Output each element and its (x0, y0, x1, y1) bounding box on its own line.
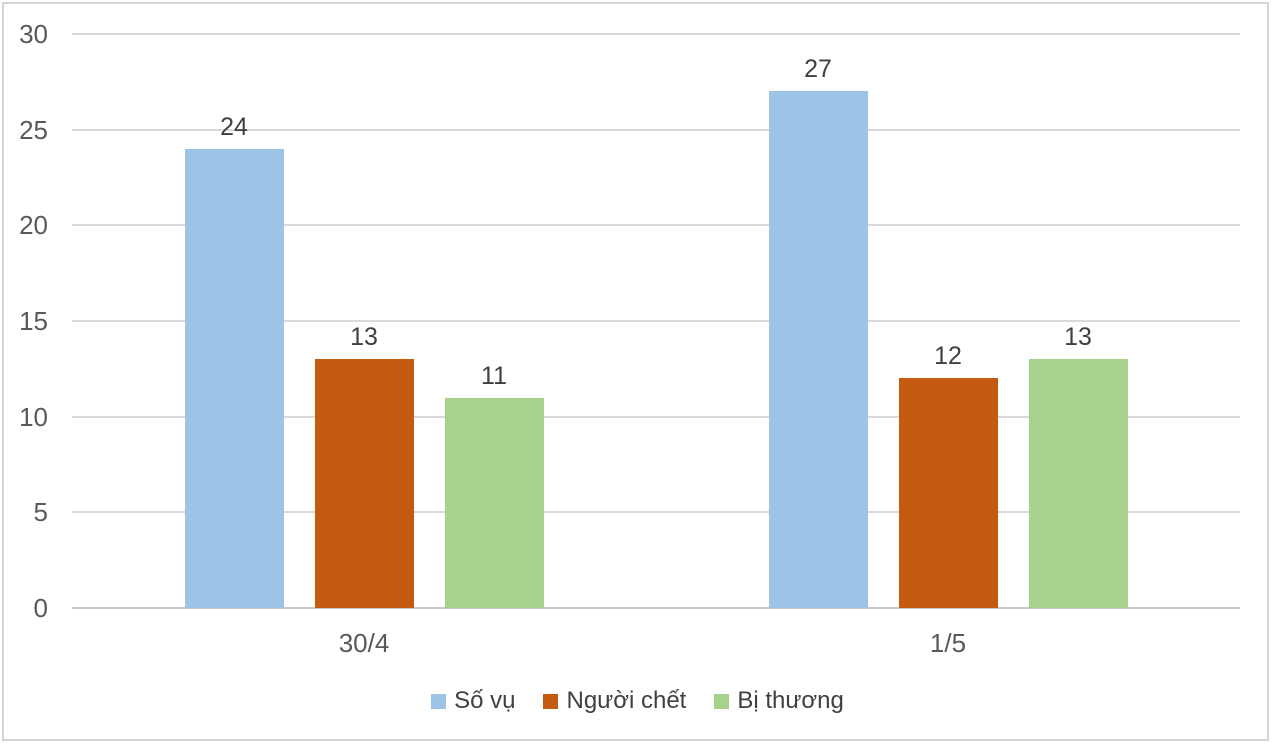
bar-value-label: 27 (804, 55, 832, 84)
y-axis-tick-label: 20 (19, 210, 48, 241)
legend-swatch-icon (543, 693, 559, 709)
legend-item: Số vụ (431, 686, 515, 716)
x-axis-line (72, 607, 1240, 609)
legend: Số vụ Người chết Bị thương (0, 686, 1275, 716)
legend-label: Số vụ (454, 687, 516, 714)
y-axis-tick-label: 30 (19, 19, 48, 49)
x-axis-category-label: 30/4 (338, 628, 390, 658)
legend-swatch-icon (431, 693, 447, 709)
bar-2-cat-0 (444, 397, 544, 608)
bar-1-cat-0 (314, 359, 414, 608)
bar-1-cat-1 (898, 378, 998, 608)
y-axis-tick-label: 10 (19, 401, 48, 432)
y-axis-tick-label: 0 (33, 593, 48, 623)
gridline (72, 511, 1240, 514)
bar-2-cat-1 (1028, 359, 1128, 608)
bar-value-label: 12 (934, 342, 962, 371)
x-axis-category-label: 1/5 (929, 628, 967, 658)
y-axis-tick-label: 5 (33, 497, 48, 528)
bar-value-label: 13 (1064, 323, 1092, 352)
legend-swatch-icon (714, 693, 730, 709)
gridline (72, 128, 1240, 131)
gridline (72, 415, 1240, 418)
legend-label: Người chết (566, 687, 687, 714)
y-axis-tick-label: 25 (19, 114, 48, 145)
gridline (72, 33, 1240, 35)
bar-0-cat-0 (184, 148, 284, 608)
bar-value-label: 11 (481, 361, 507, 390)
bar-value-label: 24 (220, 112, 248, 141)
gridline (72, 224, 1240, 227)
bar-value-label: 13 (350, 323, 378, 352)
legend-item: Bị thương (714, 686, 844, 716)
y-axis-tick-label: 15 (19, 306, 48, 336)
legend-label: Bị thương (737, 687, 844, 714)
legend-item: Người chết (543, 686, 686, 716)
gridline (72, 320, 1240, 322)
bar-0-cat-1 (768, 91, 868, 608)
